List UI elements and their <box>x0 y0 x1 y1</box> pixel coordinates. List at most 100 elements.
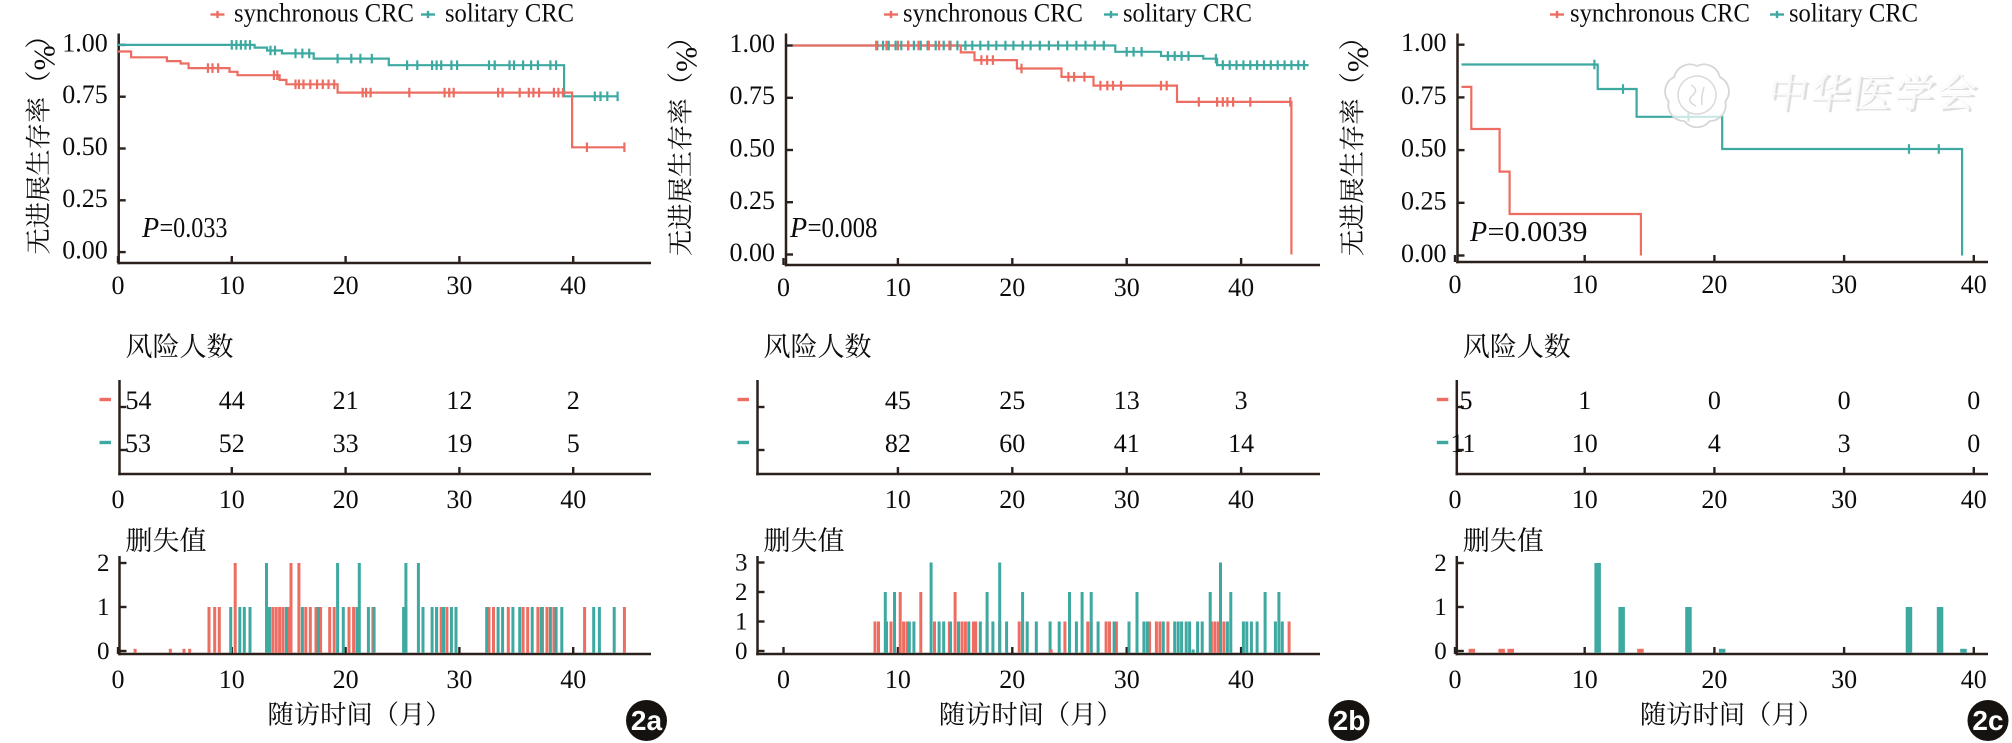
svg-text:41: 41 <box>1114 429 1140 458</box>
svg-text:40: 40 <box>1228 665 1254 694</box>
svg-text:0: 0 <box>1449 665 1462 694</box>
svg-text:%: % <box>1341 47 1375 72</box>
svg-text:2a: 2a <box>631 705 663 736</box>
svg-text:82: 82 <box>885 429 911 458</box>
svg-text:2c: 2c <box>1972 705 2003 736</box>
svg-text:1: 1 <box>1578 386 1591 415</box>
svg-text:33: 33 <box>333 429 359 458</box>
svg-text:synchronous CRC: synchronous CRC <box>1570 0 1750 28</box>
svg-text:0: 0 <box>1449 485 1462 514</box>
svg-text:4: 4 <box>1708 429 1721 458</box>
svg-text:0.25: 0.25 <box>1401 186 1447 215</box>
svg-text:40: 40 <box>1228 273 1254 302</box>
svg-text:10: 10 <box>219 271 245 300</box>
svg-text:0: 0 <box>1967 429 1980 458</box>
svg-text:30: 30 <box>1114 273 1140 302</box>
svg-text:20: 20 <box>333 485 359 514</box>
svg-text:11: 11 <box>1450 429 1475 458</box>
svg-text:52: 52 <box>219 429 245 458</box>
svg-text:0.50: 0.50 <box>1401 134 1447 163</box>
svg-text:0: 0 <box>1838 386 1851 415</box>
svg-text:12: 12 <box>446 386 472 415</box>
svg-text:0.00: 0.00 <box>62 236 108 265</box>
svg-text:20: 20 <box>1701 270 1727 299</box>
svg-text:10: 10 <box>1572 665 1598 694</box>
svg-text:20: 20 <box>999 665 1025 694</box>
svg-text:1.00: 1.00 <box>62 28 108 57</box>
svg-text:0.75: 0.75 <box>730 81 776 110</box>
svg-text:0: 0 <box>112 485 125 514</box>
svg-text:40: 40 <box>1228 485 1254 514</box>
svg-text:2: 2 <box>97 550 110 577</box>
svg-text:30: 30 <box>1114 485 1140 514</box>
svg-text:21: 21 <box>333 386 359 415</box>
svg-text:13: 13 <box>1114 386 1140 415</box>
svg-text:=0.0039: =0.0039 <box>1488 217 1588 248</box>
svg-text:0: 0 <box>1449 270 1462 299</box>
svg-text:0: 0 <box>112 271 125 300</box>
svg-text:%: % <box>669 47 703 72</box>
svg-text:P: P <box>789 213 807 244</box>
svg-text:0.50: 0.50 <box>730 134 776 163</box>
svg-text:2b: 2b <box>1333 705 1366 736</box>
svg-text:10: 10 <box>885 273 911 302</box>
svg-text:30: 30 <box>1831 665 1857 694</box>
svg-text:40: 40 <box>1961 665 1987 694</box>
svg-text:3: 3 <box>735 550 748 577</box>
svg-text:44: 44 <box>219 386 245 415</box>
svg-text:10: 10 <box>1572 429 1598 458</box>
svg-text:25: 25 <box>999 386 1025 415</box>
svg-text:1: 1 <box>735 609 748 636</box>
svg-text:=0.008: =0.008 <box>808 213 878 244</box>
svg-text:0: 0 <box>777 665 790 694</box>
svg-text:2: 2 <box>735 579 748 606</box>
svg-text:1.00: 1.00 <box>730 29 776 58</box>
svg-text:solitary CRC: solitary CRC <box>445 0 574 28</box>
svg-text:%: % <box>27 45 61 70</box>
svg-text:10: 10 <box>885 485 911 514</box>
svg-text:0: 0 <box>97 638 110 665</box>
svg-text:0: 0 <box>735 638 748 665</box>
svg-text:30: 30 <box>446 665 472 694</box>
svg-text:=0.033: =0.033 <box>160 213 228 244</box>
svg-text:1: 1 <box>1434 594 1447 621</box>
svg-text:20: 20 <box>999 485 1025 514</box>
svg-text:40: 40 <box>1961 270 1987 299</box>
svg-text:10: 10 <box>1572 270 1598 299</box>
svg-text:3: 3 <box>1838 429 1851 458</box>
svg-text:30: 30 <box>1831 485 1857 514</box>
svg-text:40: 40 <box>560 485 586 514</box>
svg-text:10: 10 <box>219 485 245 514</box>
svg-text:2: 2 <box>567 386 580 415</box>
svg-text:40: 40 <box>1961 485 1987 514</box>
svg-text:0.25: 0.25 <box>62 184 108 213</box>
svg-text:30: 30 <box>1831 270 1857 299</box>
svg-text:solitary CRC: solitary CRC <box>1789 0 1918 28</box>
svg-text:19: 19 <box>446 429 472 458</box>
svg-text:5: 5 <box>567 429 580 458</box>
svg-text:0: 0 <box>1967 386 1980 415</box>
svg-text:3: 3 <box>1235 386 1248 415</box>
svg-text:10: 10 <box>219 665 245 694</box>
svg-text:10: 10 <box>885 665 911 694</box>
svg-text:0.25: 0.25 <box>730 186 776 215</box>
svg-text:0: 0 <box>1708 386 1721 415</box>
svg-text:0.75: 0.75 <box>1401 81 1447 110</box>
svg-text:0.00: 0.00 <box>1401 239 1447 268</box>
svg-text:1.00: 1.00 <box>1401 28 1447 57</box>
svg-text:synchronous CRC: synchronous CRC <box>234 0 414 28</box>
svg-text:60: 60 <box>999 429 1025 458</box>
svg-text:45: 45 <box>885 386 911 415</box>
svg-text:30: 30 <box>446 485 472 514</box>
svg-text:54: 54 <box>126 386 152 415</box>
svg-text:0: 0 <box>1434 638 1447 665</box>
svg-text:solitary CRC: solitary CRC <box>1123 0 1252 28</box>
svg-text:14: 14 <box>1228 429 1254 458</box>
svg-text:10: 10 <box>1572 485 1598 514</box>
svg-text:0.50: 0.50 <box>62 132 108 161</box>
svg-text:40: 40 <box>560 271 586 300</box>
svg-text:0.75: 0.75 <box>62 80 108 109</box>
svg-text:20: 20 <box>333 271 359 300</box>
svg-text:P: P <box>1469 217 1487 248</box>
svg-text:synchronous CRC: synchronous CRC <box>903 0 1083 28</box>
